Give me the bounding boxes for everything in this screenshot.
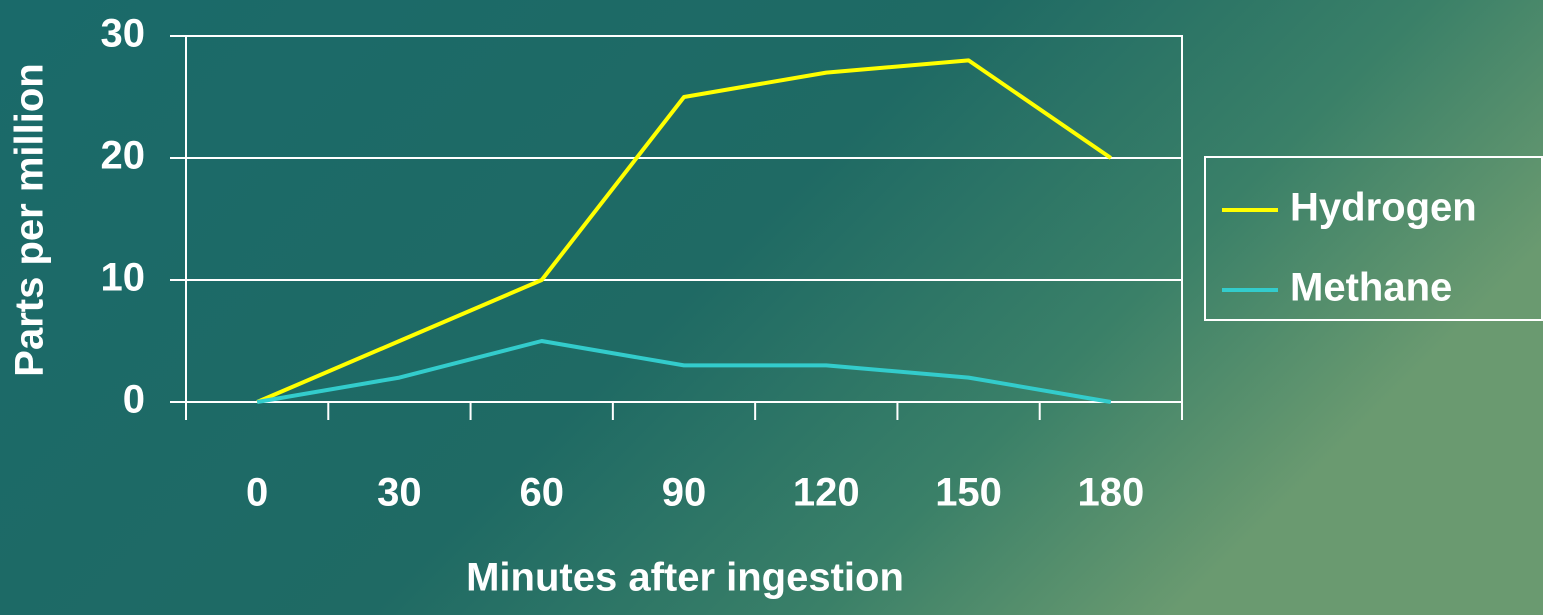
y-axis-title: Parts per million [8, 63, 52, 376]
x-tick-label: 150 [935, 471, 1002, 515]
x-tick-label: 120 [793, 471, 860, 515]
x-tick-label: 60 [519, 471, 564, 515]
y-tick-label: 0 [123, 378, 145, 422]
y-tick-label: 30 [101, 12, 146, 56]
page: Minutes after ingestion Parts per millio… [0, 0, 1543, 615]
legend-label: Hydrogen [1290, 186, 1477, 230]
x-axis-title: Minutes after ingestion [466, 556, 904, 600]
x-tick-label: 30 [377, 471, 422, 515]
x-tick-label: 90 [662, 471, 707, 515]
x-tick-label: 180 [1077, 471, 1144, 515]
chart: Minutes after ingestion Parts per millio… [0, 0, 1543, 615]
x-tick-label: 0 [246, 471, 268, 515]
y-tick-label: 10 [101, 256, 146, 300]
y-tick-label: 20 [101, 134, 146, 178]
legend-label: Methane [1290, 266, 1452, 310]
